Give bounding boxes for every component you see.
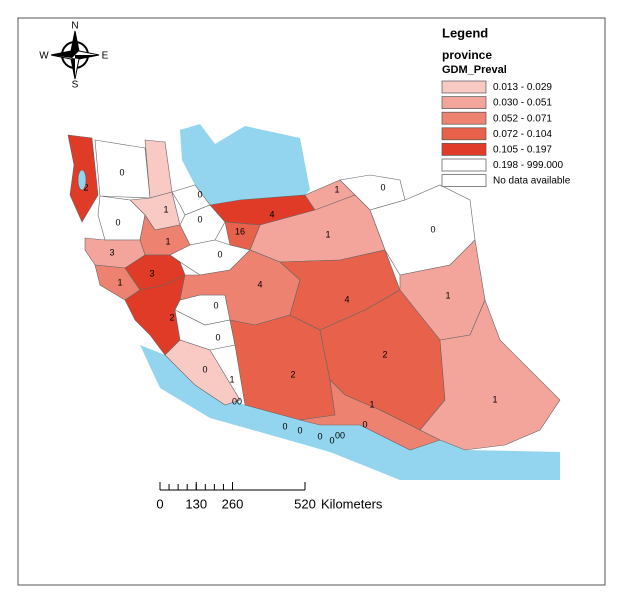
province-label: 0 bbox=[119, 167, 124, 177]
compass: N S E W bbox=[39, 21, 108, 91]
scale-tick-label: 520 bbox=[294, 496, 316, 511]
province-label: 0 bbox=[213, 300, 218, 310]
legend-label: No data available bbox=[493, 176, 571, 187]
compass-w: W bbox=[39, 51, 49, 62]
island-label: 00 bbox=[335, 430, 345, 440]
legend-label: 0.013 - 0.029 bbox=[493, 82, 552, 93]
province bbox=[144, 139, 173, 199]
province-label: 2 bbox=[290, 369, 295, 379]
caspian-sea bbox=[180, 124, 310, 205]
legend-label: 0.105 - 0.197 bbox=[493, 145, 552, 156]
province-label: 1 bbox=[117, 277, 122, 287]
province-label: 16 bbox=[235, 226, 245, 236]
scale-tick-label: 260 bbox=[222, 496, 244, 511]
province-label: 1 bbox=[229, 374, 234, 384]
province-label: 1 bbox=[325, 229, 330, 239]
province bbox=[229, 314, 336, 421]
province-label: 1 bbox=[163, 204, 168, 214]
legend-label: 0.072 - 0.104 bbox=[493, 129, 552, 140]
province-label: 4 bbox=[344, 294, 349, 304]
compass-star-shade bbox=[51, 31, 99, 79]
province-label: 1 bbox=[492, 394, 497, 404]
scale-tick-label: 130 bbox=[185, 496, 207, 511]
province-label: 1 bbox=[445, 290, 450, 300]
province-label: 2 bbox=[83, 182, 88, 192]
lake bbox=[77, 169, 87, 191]
island-label: 0 bbox=[297, 425, 302, 435]
province-label: 0 bbox=[217, 249, 222, 259]
compass-e: E bbox=[102, 51, 109, 62]
legend-swatch bbox=[441, 143, 487, 156]
province-label: 3 bbox=[149, 268, 154, 278]
province bbox=[164, 339, 241, 406]
legend-label: 0.030 - 0.051 bbox=[493, 98, 552, 109]
frame bbox=[17, 17, 606, 586]
province-label: 0 bbox=[115, 217, 120, 227]
legend-field: GDM_Preval bbox=[442, 64, 507, 76]
island-label: 0 bbox=[317, 431, 322, 441]
province-label: 0 bbox=[197, 214, 202, 224]
province-label: 2 bbox=[382, 349, 387, 359]
compass-s: S bbox=[72, 80, 79, 91]
province-label: 0 bbox=[380, 182, 385, 192]
scale-unit: Kilometers bbox=[321, 496, 383, 511]
legend: 0.013 - 0.029 0.030 - 0.051 0.052 - 0.071 0… bbox=[441, 80, 571, 187]
province-label: 1 bbox=[334, 184, 339, 194]
island-label: 0 bbox=[282, 421, 287, 431]
legend-swatch bbox=[441, 80, 487, 94]
legend-title: Legend bbox=[442, 25, 488, 40]
province-label: 0 bbox=[430, 224, 435, 234]
legend-label: 0.052 - 0.071 bbox=[493, 113, 552, 124]
province-label: 2 bbox=[169, 312, 174, 322]
province-label: 1 bbox=[165, 236, 170, 246]
island-label: 0 bbox=[329, 435, 334, 445]
province-label: 4 bbox=[269, 209, 274, 219]
compass-n: N bbox=[71, 21, 78, 32]
island-label: 00 bbox=[232, 396, 242, 406]
legend-swatch bbox=[441, 158, 487, 172]
island-label: 0 bbox=[362, 419, 367, 429]
legend-label: 0.198 - 999.000 bbox=[493, 160, 563, 171]
province bbox=[419, 299, 561, 451]
legend-swatch bbox=[441, 127, 487, 141]
legend-swatch bbox=[441, 174, 487, 187]
legend-swatch bbox=[441, 96, 487, 109]
province-label: 1 bbox=[369, 399, 374, 409]
province-label: 0 bbox=[197, 189, 202, 199]
province-label: 3 bbox=[109, 247, 114, 257]
province-label: 4 bbox=[257, 279, 262, 289]
legend-swatch bbox=[441, 111, 487, 125]
scale-tick-label: 0 bbox=[156, 496, 163, 511]
legend-layer: province bbox=[442, 48, 492, 62]
province-label: 0 bbox=[215, 332, 220, 342]
scale-bar: 0 130 260 520 Kilometers bbox=[156, 482, 383, 511]
island-label: 0 bbox=[202, 364, 207, 374]
